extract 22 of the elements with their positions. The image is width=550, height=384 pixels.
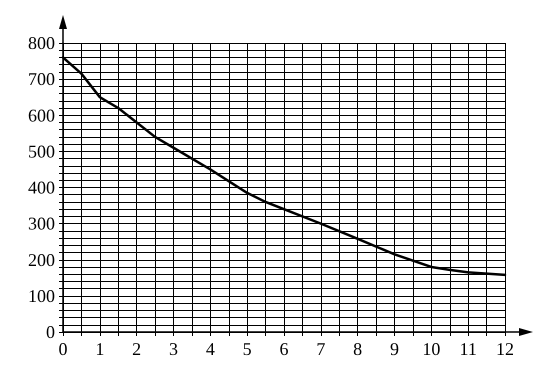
x-tick-label: 8 bbox=[353, 339, 362, 359]
x-tick-label: 12 bbox=[496, 339, 514, 359]
y-tick-label: 400 bbox=[28, 178, 55, 198]
x-tick-label: 3 bbox=[169, 339, 178, 359]
y-tick-label: 300 bbox=[28, 214, 55, 234]
x-tick-label: 2 bbox=[132, 339, 142, 359]
x-tick-label: 1 bbox=[95, 339, 104, 359]
x-tick-label: 7 bbox=[316, 339, 326, 359]
x-tick-label: 11 bbox=[459, 339, 477, 359]
y-tick-label: 500 bbox=[28, 141, 55, 162]
y-tick-label: 800 bbox=[28, 33, 55, 53]
x-tick-label: 9 bbox=[390, 339, 399, 359]
x-tick-label: 0 bbox=[58, 339, 68, 359]
x-tick-label: 10 bbox=[422, 339, 440, 359]
y-tick-label: 100 bbox=[28, 286, 55, 306]
y-tick-label: 200 bbox=[28, 250, 55, 270]
x-tick-label: 5 bbox=[242, 339, 252, 359]
x-tick-label: 6 bbox=[280, 339, 288, 359]
y-tick-label: 700 bbox=[28, 69, 55, 90]
y-tick-label: 600 bbox=[28, 105, 55, 126]
y-tick-label: 0 bbox=[46, 322, 55, 342]
x-tick-label: 4 bbox=[206, 339, 215, 359]
